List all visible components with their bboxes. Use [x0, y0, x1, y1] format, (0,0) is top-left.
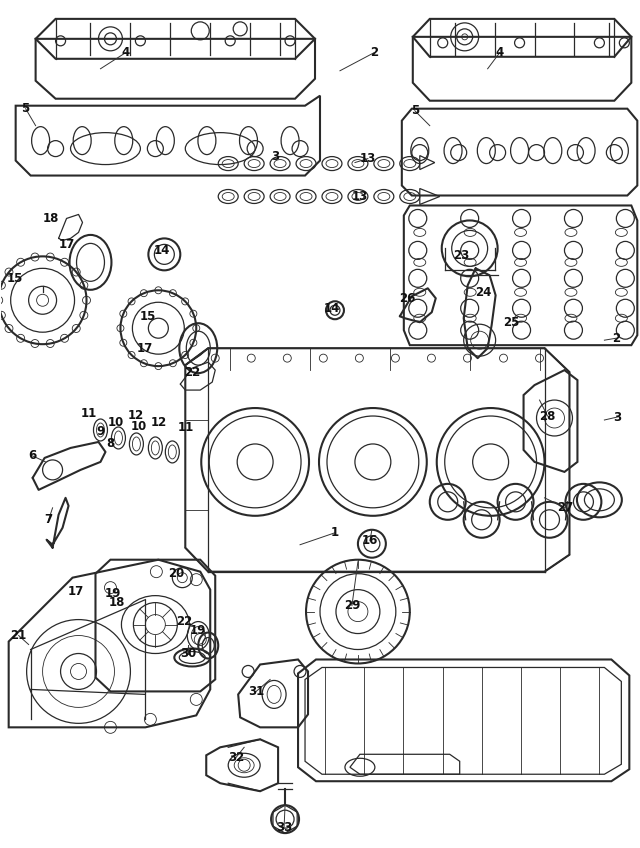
Text: 22: 22	[176, 615, 193, 628]
Text: 3: 3	[613, 410, 621, 423]
Text: 16: 16	[362, 534, 378, 547]
Text: 2: 2	[612, 332, 620, 344]
Text: 5: 5	[411, 104, 419, 117]
Text: 12: 12	[150, 416, 166, 428]
Text: 6: 6	[29, 449, 36, 462]
Text: 15: 15	[140, 310, 157, 323]
Text: 12: 12	[127, 409, 143, 421]
Text: 22: 22	[184, 365, 200, 378]
Text: 17: 17	[67, 585, 84, 598]
Text: 23: 23	[454, 248, 470, 262]
Text: 11: 11	[178, 421, 195, 434]
Text: 2: 2	[370, 47, 378, 59]
Text: 10: 10	[131, 421, 147, 433]
Text: 9: 9	[97, 426, 104, 438]
Text: 17: 17	[136, 342, 152, 354]
Text: 3: 3	[271, 150, 279, 163]
Text: 31: 31	[248, 685, 264, 698]
Text: 4: 4	[495, 47, 504, 59]
Text: 1: 1	[331, 527, 339, 539]
Text: 8: 8	[106, 438, 115, 450]
Text: 32: 32	[228, 750, 244, 764]
Text: 30: 30	[180, 647, 196, 660]
Text: 19: 19	[190, 624, 207, 637]
Text: 25: 25	[504, 315, 520, 329]
Text: 33: 33	[276, 821, 292, 834]
Text: 27: 27	[557, 501, 573, 515]
Text: 14: 14	[324, 302, 340, 315]
Text: 5: 5	[22, 103, 30, 115]
Text: 29: 29	[344, 599, 360, 612]
Text: 11: 11	[81, 406, 97, 420]
Text: 18: 18	[42, 212, 59, 225]
Text: 15: 15	[6, 272, 23, 285]
Text: 18: 18	[108, 596, 125, 609]
Text: 4: 4	[122, 47, 129, 59]
Text: 20: 20	[168, 567, 184, 580]
Text: 13: 13	[352, 190, 368, 203]
Text: 13: 13	[360, 152, 376, 165]
Text: 14: 14	[154, 244, 170, 257]
Text: 7: 7	[45, 513, 52, 527]
Text: 28: 28	[540, 410, 556, 422]
Text: 26: 26	[399, 292, 416, 304]
Text: 17: 17	[58, 238, 75, 251]
Text: 21: 21	[10, 629, 27, 642]
Text: 10: 10	[108, 416, 124, 428]
Text: 24: 24	[476, 286, 492, 298]
Text: 19: 19	[104, 587, 120, 600]
